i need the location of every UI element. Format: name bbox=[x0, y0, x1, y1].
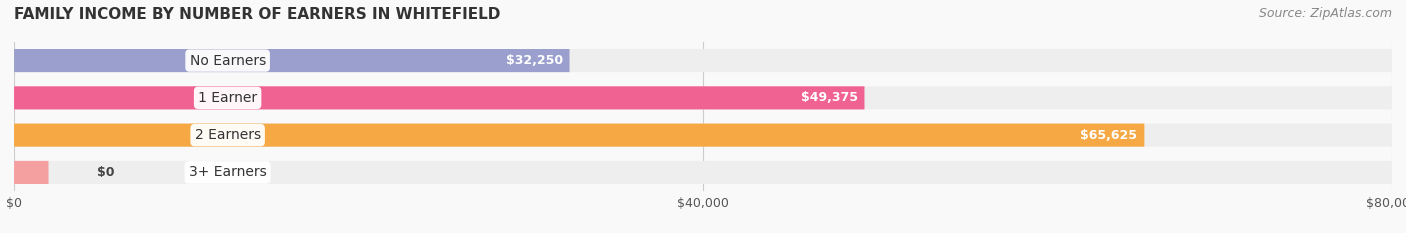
Text: Source: ZipAtlas.com: Source: ZipAtlas.com bbox=[1258, 7, 1392, 20]
FancyBboxPatch shape bbox=[14, 161, 1392, 184]
Text: $49,375: $49,375 bbox=[800, 91, 858, 104]
Text: 1 Earner: 1 Earner bbox=[198, 91, 257, 105]
Text: $65,625: $65,625 bbox=[1080, 129, 1137, 142]
FancyBboxPatch shape bbox=[14, 86, 1392, 110]
Text: 2 Earners: 2 Earners bbox=[194, 128, 260, 142]
Text: No Earners: No Earners bbox=[190, 54, 266, 68]
FancyBboxPatch shape bbox=[14, 123, 1144, 147]
FancyBboxPatch shape bbox=[14, 49, 569, 72]
Text: $32,250: $32,250 bbox=[506, 54, 562, 67]
FancyBboxPatch shape bbox=[14, 161, 48, 184]
Text: $0: $0 bbox=[97, 166, 114, 179]
FancyBboxPatch shape bbox=[14, 86, 865, 110]
Text: FAMILY INCOME BY NUMBER OF EARNERS IN WHITEFIELD: FAMILY INCOME BY NUMBER OF EARNERS IN WH… bbox=[14, 7, 501, 22]
Text: 3+ Earners: 3+ Earners bbox=[188, 165, 267, 179]
FancyBboxPatch shape bbox=[14, 123, 1392, 147]
FancyBboxPatch shape bbox=[14, 49, 1392, 72]
